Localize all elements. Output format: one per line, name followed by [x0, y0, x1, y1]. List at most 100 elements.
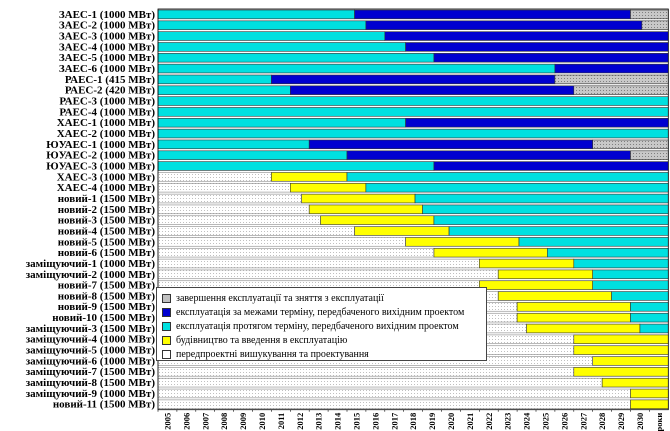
segment-ext — [271, 74, 556, 85]
segment-op — [157, 161, 435, 171]
year-tick-label: 2028 — [597, 413, 607, 430]
row-label: новий-10 (1500 МВт) — [52, 312, 155, 324]
year-tick-label: 2025 — [540, 413, 550, 430]
gantt-row — [157, 237, 669, 247]
segment-build — [405, 237, 520, 247]
year-tick-label: 2010 — [257, 413, 267, 430]
row-label: новий-4 (1500 МВт) — [58, 225, 156, 237]
legend-label-ext: експлуатація за межами терміну, передбач… — [176, 306, 465, 318]
legend-swatch-op — [162, 321, 171, 331]
segment-ext — [365, 20, 643, 30]
year-tick-label: 2027 — [578, 412, 588, 430]
row-label: заміщуючий-2 (1000 МВт) — [26, 269, 156, 281]
segment-build — [478, 258, 575, 269]
segment-op — [611, 291, 669, 301]
legend-item-ext: експлуатація за межами терміну, передбач… — [162, 305, 481, 319]
segment-op — [448, 226, 669, 236]
row-label: ЮУАЕС-3 (1000 МВт) — [46, 160, 155, 172]
row-label: новий-11 (1500 МВт) — [53, 399, 156, 411]
row-label: заміщуючий-8 (1500 МВт) — [26, 377, 156, 389]
segment-build — [301, 193, 416, 204]
year-tick-label: 2019 — [427, 413, 437, 430]
segment-ext — [405, 42, 669, 52]
segment-build — [320, 215, 435, 225]
segment-pre — [157, 269, 499, 280]
year-tick-label: 2018 — [408, 413, 418, 430]
year-tick-label: 2011 — [276, 413, 286, 430]
row-label: новий-3 (1500 МВт) — [58, 215, 156, 227]
segment-build — [354, 226, 450, 236]
row-label: заміщуючий-3 (1500 МВт) — [26, 323, 156, 335]
year-tick-label: 2009 — [238, 413, 248, 430]
row-label: ХАЕС-4 (1000 МВт) — [57, 182, 156, 194]
row-label: ЗАЕС-4 (1000 МВт) — [59, 41, 155, 53]
year-tick-label: 2014 — [333, 412, 343, 430]
segment-op — [157, 139, 310, 150]
segment-decom — [592, 139, 669, 150]
segment-op — [157, 63, 556, 74]
row-label: заміщуючий-6 (1000 МВт) — [26, 355, 156, 367]
segment-op — [592, 280, 669, 290]
segment-pre — [157, 193, 302, 204]
gantt-row — [157, 9, 669, 20]
row-labels: ЗАЕС-1 (1000 МВт)ЗАЕС-2 (1000 МВт)ЗАЕС-3… — [26, 9, 156, 411]
gantt-row — [157, 215, 669, 225]
segment-op — [157, 53, 435, 63]
gantt-row — [157, 258, 669, 269]
segment-build — [433, 247, 548, 258]
segment-ext — [433, 53, 669, 63]
year-tick-label: 2030 — [635, 413, 645, 430]
segment-build — [497, 269, 594, 280]
gantt-row — [157, 269, 669, 280]
segment-decom — [573, 85, 669, 95]
segment-build — [271, 172, 348, 182]
gantt-row — [157, 226, 669, 236]
segment-pre — [157, 399, 631, 409]
segment-build — [478, 280, 593, 290]
gantt-row — [157, 42, 669, 52]
legend-item-decom: завершення експлуатації та зняття з експ… — [162, 291, 481, 305]
gantt-row — [157, 399, 669, 409]
segment-build — [497, 291, 612, 301]
segment-op — [630, 302, 669, 312]
segment-ext — [308, 139, 594, 150]
row-label: ЗАЕС-5 (1000 МВт) — [59, 52, 155, 64]
gantt-row — [157, 388, 669, 399]
gantt-row — [157, 367, 669, 377]
segment-build — [630, 388, 669, 399]
segment-op — [592, 269, 669, 280]
year-tick-label: 2016 — [370, 413, 380, 430]
segment-ext — [289, 85, 575, 95]
row-label: РАЕС-4 (1000 МВт) — [59, 106, 155, 118]
year-tick-label: 2008 — [219, 413, 229, 430]
segment-build — [573, 367, 669, 377]
gantt-row — [157, 139, 669, 150]
row-label: РАЕС-2 (420 МВт) — [65, 85, 155, 97]
segment-op — [157, 150, 348, 160]
segment-build — [601, 377, 669, 388]
row-label: заміщуючий-5 (1000 МВт) — [26, 345, 156, 357]
gantt-row — [157, 85, 669, 95]
segment-op — [414, 193, 669, 204]
segment-pre — [157, 367, 575, 377]
segment-op — [547, 247, 669, 258]
segment-pre — [157, 377, 603, 388]
year-tick-label: 2023 — [503, 413, 513, 430]
legend: завершення експлуатації та зняття з експ… — [156, 287, 487, 361]
gantt-row — [157, 53, 669, 63]
segment-op — [157, 74, 272, 85]
segment-build — [308, 204, 423, 215]
year-tick-label: 2017 — [389, 412, 399, 430]
legend-label-decom: завершення експлуатації та зняття з експ… — [176, 292, 384, 304]
segment-op — [157, 128, 669, 139]
year-tick-label: 2005 — [162, 413, 172, 430]
segment-build — [516, 302, 631, 312]
year-tick-label: 2006 — [181, 413, 191, 430]
gantt-row — [157, 74, 669, 85]
year-tick-label: 2012 — [295, 413, 305, 430]
gantt-row — [157, 193, 669, 204]
segment-ext — [384, 31, 669, 41]
legend-item-build: будівництво та введення в експлуатацію — [162, 333, 481, 347]
row-label: новий-7 (1500 МВт) — [58, 280, 156, 292]
segment-ext — [433, 161, 669, 171]
